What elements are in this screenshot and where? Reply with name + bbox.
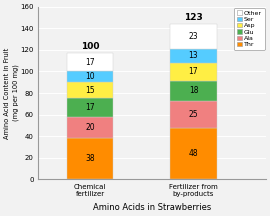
Text: 20: 20 bbox=[85, 123, 95, 132]
Text: 123: 123 bbox=[184, 13, 203, 22]
Bar bbox=[67, 53, 113, 71]
Text: 38: 38 bbox=[85, 154, 95, 163]
Bar bbox=[170, 81, 217, 101]
Text: 48: 48 bbox=[189, 149, 198, 158]
Bar bbox=[170, 63, 217, 81]
Text: 17: 17 bbox=[85, 103, 95, 112]
X-axis label: Amino Acids in Strawberries: Amino Acids in Strawberries bbox=[93, 203, 211, 212]
Bar bbox=[170, 24, 217, 49]
Bar bbox=[170, 49, 217, 63]
Legend: Other, Ser, Asp, Glu, Ala, Thr: Other, Ser, Asp, Glu, Ala, Thr bbox=[234, 8, 265, 50]
Bar bbox=[67, 98, 113, 117]
Text: 15: 15 bbox=[85, 86, 95, 95]
Text: 23: 23 bbox=[189, 32, 198, 41]
Y-axis label: Amino Acid Content in Fruit
(mg per 100 mg): Amino Acid Content in Fruit (mg per 100 … bbox=[4, 48, 19, 139]
Bar bbox=[67, 82, 113, 98]
Bar bbox=[67, 117, 113, 138]
Bar bbox=[67, 71, 113, 82]
Bar bbox=[170, 101, 217, 128]
Text: 10: 10 bbox=[85, 72, 95, 81]
Bar bbox=[170, 128, 217, 179]
Text: 18: 18 bbox=[189, 86, 198, 95]
Text: 13: 13 bbox=[189, 51, 198, 60]
Text: 100: 100 bbox=[81, 43, 99, 51]
Text: 25: 25 bbox=[189, 110, 198, 119]
Text: 17: 17 bbox=[85, 58, 95, 67]
Text: 17: 17 bbox=[189, 67, 198, 76]
Bar bbox=[67, 138, 113, 179]
